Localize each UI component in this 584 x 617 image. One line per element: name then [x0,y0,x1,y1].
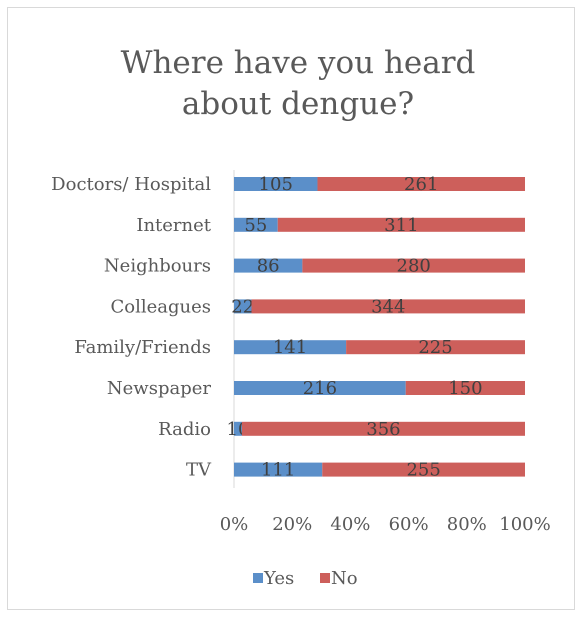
bar-no [251,299,525,314]
data-label: 216 [303,378,337,399]
category-label: TV [186,460,212,481]
category-label: Doctors/ Hospital [51,174,211,195]
data-label: 150 [448,378,482,399]
category-label: Neighbours [104,256,211,277]
data-label: 141 [273,337,307,358]
x-tick-label: 40% [330,514,370,535]
legend-swatch [320,573,330,583]
data-label: 86 [257,256,280,277]
x-tick-label: 60% [389,514,429,535]
data-label: 311 [384,215,418,236]
data-label: 356 [366,419,400,440]
bar-no [241,421,526,436]
bar-yes [234,340,347,355]
bar-yes [234,217,278,232]
chart-title-line-1: Where have you heard [121,45,476,81]
category-label: Family/Friends [74,337,211,358]
category-label: Internet [136,215,211,236]
data-label: 225 [418,337,452,358]
bar-yes [234,299,252,314]
category-label: Newspaper [107,378,211,399]
bar-no [346,340,525,355]
bar-no [322,462,525,477]
data-label: 280 [397,256,431,277]
data-label: 255 [406,460,440,481]
legend: Yes No [253,568,358,589]
x-tick-label: 80% [447,514,487,535]
plot-area: Doctors/ Hospital 105 261 Internet 55 311 Neig… [51,170,551,535]
data-label: 55 [244,215,267,236]
data-label: 111 [261,460,295,481]
bar-no [277,217,525,232]
x-tick-label: 0% [220,514,249,535]
legend-label: No [331,568,358,589]
legend-swatch [253,573,263,583]
data-label: 105 [259,174,293,195]
bar-yes [234,177,318,191]
legend-label: Yes [263,568,294,589]
data-label: 261 [404,174,438,195]
x-tick-label: 100% [499,514,550,535]
data-label: 344 [371,296,405,317]
category-label: Colleagues [110,296,211,317]
data-label: 22 [231,296,254,317]
chart-title-line-2: about dengue? [182,86,414,122]
bar-yes [234,381,406,395]
category-label: Radio [158,419,211,440]
bar-no [317,177,525,191]
bar-yes [234,258,303,273]
bar-no [302,258,525,273]
bar-yes [234,462,323,477]
x-tick-label: 20% [272,514,312,535]
bar-no [405,381,525,395]
bar-yes [234,421,242,436]
